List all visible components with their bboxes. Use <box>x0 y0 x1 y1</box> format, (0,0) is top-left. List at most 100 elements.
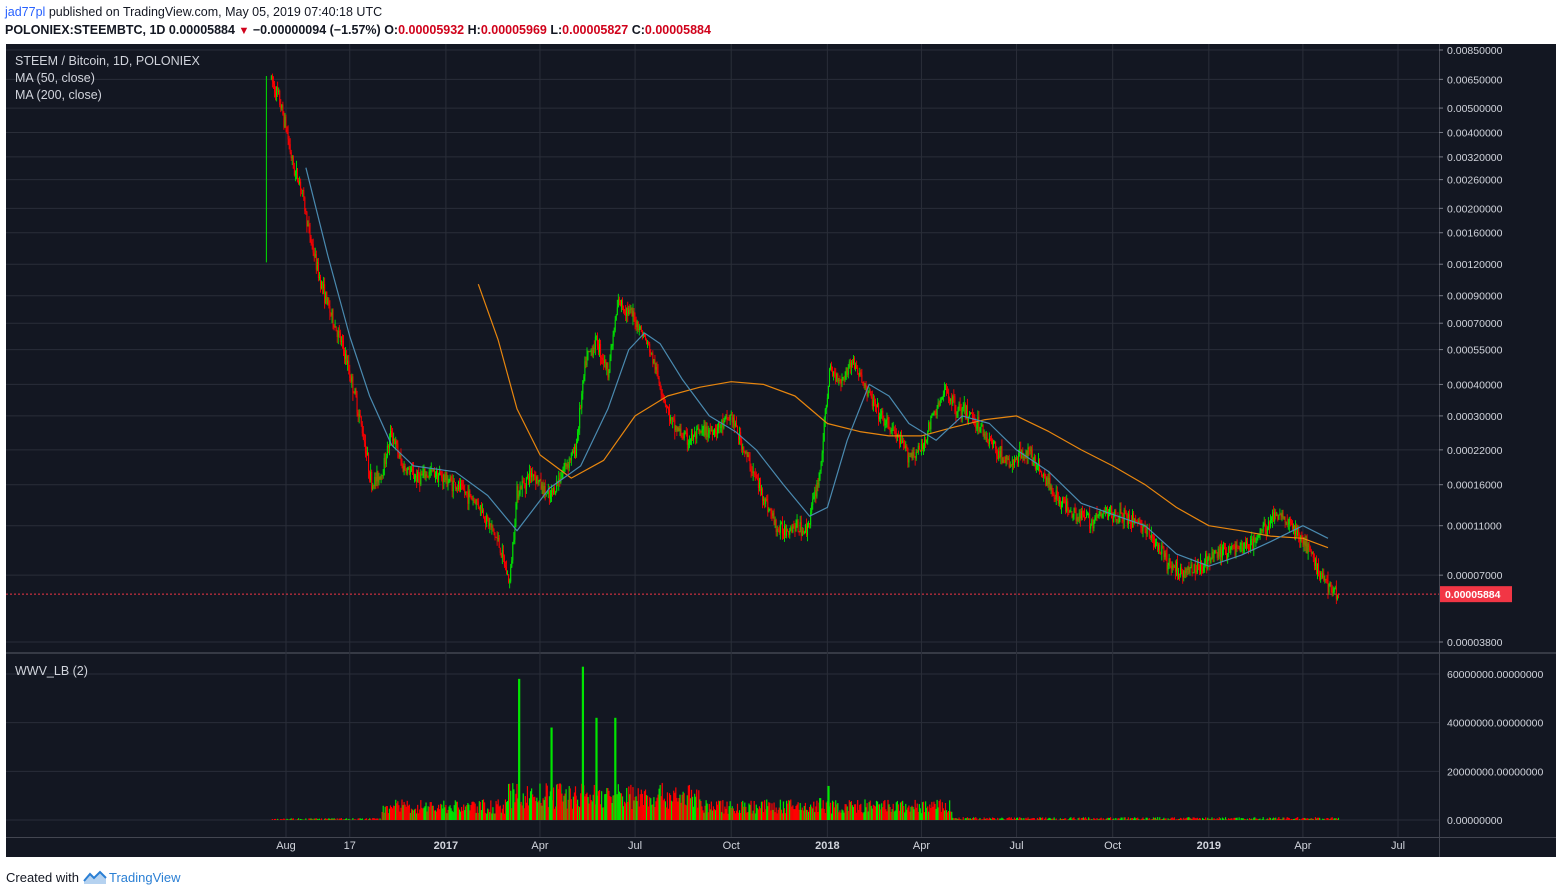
volume-bar <box>793 809 795 820</box>
candle-body <box>556 480 558 492</box>
volume-bar <box>1217 819 1219 820</box>
price-tick-label: 0.00850000 <box>1447 45 1503 57</box>
volume-bar <box>542 798 544 820</box>
volume-bar <box>767 806 769 820</box>
volume-bar <box>818 802 820 820</box>
candle-body <box>928 422 930 432</box>
tradingview-brand[interactable]: TradingView <box>108 869 181 885</box>
volume-bar <box>934 803 936 820</box>
candle-body <box>828 368 830 386</box>
volume-bar <box>447 809 449 820</box>
candle-body <box>1188 566 1190 573</box>
candle-body <box>1072 515 1074 518</box>
candle-body <box>467 493 469 504</box>
candle-body <box>1259 530 1261 535</box>
volume-bar <box>684 804 686 820</box>
candle-body <box>689 440 691 442</box>
candle-body <box>1036 465 1038 467</box>
candle-body <box>541 483 543 489</box>
candle-body <box>839 379 841 381</box>
volume-bar <box>1209 818 1211 820</box>
candle-body <box>1006 456 1008 459</box>
candle-body <box>1144 525 1146 531</box>
volume-bar <box>1196 817 1198 820</box>
candle-body <box>680 428 682 436</box>
ma50-legend[interactable]: MA (50, close) <box>15 71 95 85</box>
candle-body <box>774 519 776 525</box>
volume-bar <box>940 811 942 820</box>
volume-bar <box>660 796 662 820</box>
volume-bar <box>544 796 546 820</box>
candle-body <box>939 399 941 406</box>
candle-body <box>648 342 650 344</box>
volume-bar <box>292 818 294 820</box>
volume-bar <box>1127 817 1129 820</box>
candle-body <box>998 451 1000 459</box>
volume-bar <box>1059 818 1062 820</box>
candle-body <box>981 425 983 427</box>
candle-body <box>462 484 464 486</box>
volume-bar <box>681 794 683 820</box>
volume-bar <box>805 809 808 820</box>
candle-body <box>490 523 492 527</box>
candle-body <box>879 416 881 420</box>
volume-bar <box>967 818 970 820</box>
volume-pane-title[interactable]: WWV_LB (2) <box>15 664 88 678</box>
volume-bar <box>1003 819 1005 820</box>
candle-body <box>819 470 821 478</box>
candle-body <box>605 359 607 369</box>
candle-body <box>1257 537 1259 539</box>
volume-bar <box>829 802 832 820</box>
volume-bar <box>740 812 742 820</box>
volume-bar <box>1236 817 1238 820</box>
candle-body <box>852 358 854 363</box>
price-tick-label: 0.00016000 <box>1447 480 1503 492</box>
candle-body <box>306 211 308 227</box>
candle-body <box>691 433 693 441</box>
candle-body <box>1187 566 1189 571</box>
candle-body <box>533 474 535 477</box>
candle-body <box>1069 511 1071 513</box>
candle-body <box>708 430 710 434</box>
volume-bar <box>370 818 372 820</box>
candle-body <box>1231 545 1233 548</box>
candle-body <box>1216 552 1218 558</box>
candle-body <box>1242 547 1244 552</box>
candle-body <box>492 526 494 529</box>
candle-body <box>434 476 436 477</box>
volume-bar <box>625 803 627 820</box>
candle-body <box>1046 477 1048 486</box>
volume-bar <box>514 802 516 820</box>
author-link[interactable]: jad77pl <box>5 5 46 19</box>
candle-body <box>808 523 810 525</box>
volume-bar <box>523 808 525 820</box>
volume-bar <box>1328 819 1330 820</box>
candle-body <box>683 433 685 439</box>
candle-body <box>1201 560 1203 570</box>
volume-bar <box>1307 818 1309 820</box>
candle-body <box>509 581 511 583</box>
candle-body <box>512 542 514 561</box>
candle-body <box>933 410 935 415</box>
candle-body <box>1113 514 1115 522</box>
candle-body <box>1258 534 1260 538</box>
volume-bar <box>1000 818 1002 820</box>
volume-bar <box>679 794 681 820</box>
candle-body <box>1070 511 1072 513</box>
chart-frame[interactable]: Aug 17 2017 Apr Jul Oct 2018 Apr Jul Oct 2019 Apr Ju… <box>6 44 1556 857</box>
candle-body <box>341 340 343 342</box>
volume-bar <box>738 810 741 820</box>
volume-bar <box>823 808 825 820</box>
chart-canvas[interactable]: Aug 17 2017 Apr Jul Oct 2018 Apr Jul Oct 2019 Apr Ju… <box>6 44 1556 857</box>
candle-body <box>901 436 903 444</box>
ma200-legend[interactable]: MA (200, close) <box>15 88 102 102</box>
candle-body <box>1271 518 1273 521</box>
volume-bar <box>1014 819 1017 820</box>
candle-body <box>1315 559 1317 574</box>
candle-body <box>520 486 522 490</box>
volume-bar <box>731 806 733 820</box>
candle-body <box>612 334 614 346</box>
candle-body <box>840 380 842 384</box>
candle-body <box>1308 543 1310 547</box>
candle-body <box>1180 567 1182 575</box>
